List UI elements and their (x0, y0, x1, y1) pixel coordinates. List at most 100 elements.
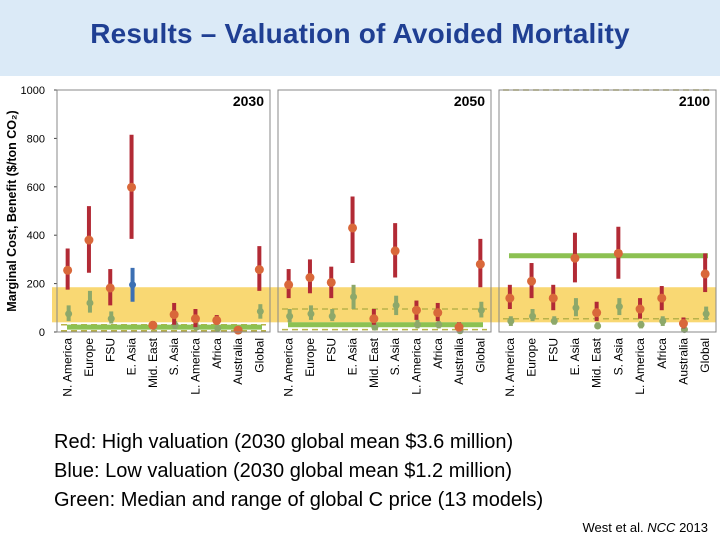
red-point (635, 304, 645, 314)
category-label: S. Asia (167, 338, 181, 376)
legend-caption: Red: High valuation (2030 global mean $3… (54, 428, 543, 515)
blue-point (435, 321, 443, 329)
red-point (348, 223, 358, 233)
red-point (284, 280, 294, 290)
red-point (475, 259, 485, 269)
red-point (613, 248, 623, 258)
category-label: Africa (655, 338, 669, 369)
category-label: Europe (303, 338, 317, 377)
red-point (411, 305, 421, 315)
caption-red: Red: High valuation (2030 global mean $3… (54, 431, 514, 453)
category-label: Global (698, 338, 712, 373)
red-point (233, 325, 243, 335)
category-label: Europe (525, 338, 539, 377)
category-label: L. America (633, 338, 647, 395)
blue-point (86, 299, 94, 307)
y-tick-label: 200 (27, 279, 45, 291)
category-label: Africa (431, 338, 445, 369)
red-point (254, 265, 264, 275)
category-label: Australia (452, 338, 466, 385)
category-label: S. Asia (611, 338, 625, 376)
panel-year-label: 2030 (233, 93, 264, 109)
category-label: FSU (324, 338, 338, 362)
red-point (212, 315, 222, 325)
citation-year: 2013 (675, 520, 708, 535)
panel-2030: 2030 N. America Europe FSU E. Asia Mid. East S… (56, 89, 271, 397)
category-label: FSU (103, 338, 117, 362)
citation-author: West et al. (582, 520, 648, 535)
blue-point (256, 307, 264, 315)
category-label: N. America (61, 338, 75, 397)
red-point (657, 293, 667, 303)
red-point (84, 235, 94, 245)
category-label: L. America (188, 338, 202, 395)
y-tick-label: 600 (27, 182, 45, 194)
citation: West et al. NCC 2013 (582, 520, 708, 535)
blue-point (637, 321, 645, 329)
category-label: E. Asia (568, 338, 582, 376)
category-label: N. America (282, 338, 296, 397)
category-label: Mid. East (590, 337, 604, 388)
panel-border (277, 89, 492, 333)
blue-point (286, 312, 294, 320)
red-point (592, 308, 602, 318)
red-point (700, 269, 710, 279)
citation-journal: NCC (647, 520, 676, 535)
blue-point (413, 321, 421, 329)
panel-border (56, 89, 271, 333)
red-point (169, 310, 179, 320)
red-point (570, 253, 580, 263)
category-label: L. America (409, 338, 423, 395)
blue-point (371, 323, 379, 331)
blue-point (350, 293, 358, 301)
category-label: Mid. East (367, 337, 381, 388)
category-label: S. Asia (388, 338, 402, 376)
blue-point (702, 310, 710, 318)
mortality-valuation-chart: Marginal Cost, Benefit ($/ton CO₂) 0 200 40… (5, 85, 717, 397)
blue-point (65, 310, 73, 318)
y-tick-label: 1000 (21, 85, 45, 97)
red-point (548, 293, 558, 303)
category-label: FSU (546, 338, 560, 362)
blue-point (529, 312, 537, 320)
y-axis-label: Marginal Cost, Benefit ($/ton CO₂) (5, 110, 19, 311)
panel-year-label: 2100 (679, 93, 710, 109)
red-point (148, 320, 158, 330)
category-label: Africa (210, 338, 224, 369)
panel-year-label: 2050 (454, 93, 485, 109)
blue-point (477, 306, 485, 314)
blue-point (507, 317, 515, 325)
slide-title: Results – Valuation of Avoided Mortality (90, 18, 630, 49)
red-point (63, 265, 73, 275)
red-point (433, 308, 443, 318)
category-label: E. Asia (125, 338, 139, 376)
title-banner: Results – Valuation of Avoided Mortality (0, 0, 720, 76)
caption-blue: Blue: Low valuation (2030 global mean $1… (54, 460, 513, 482)
blue-point (214, 324, 222, 332)
category-label: Mid. East (146, 337, 160, 388)
blue-point (594, 322, 602, 330)
panel-2050: 2050 N. America Europe FSU E. Asia Mid. East S… (277, 89, 492, 397)
blue-point (107, 315, 115, 323)
blue-point (550, 317, 558, 325)
blue-point (328, 312, 336, 320)
red-point (190, 314, 200, 324)
blue-point (615, 303, 623, 311)
blue-point (392, 301, 400, 309)
red-point (505, 293, 515, 303)
red-point (105, 283, 115, 293)
red-point (305, 273, 315, 283)
red-point (390, 246, 400, 256)
red-point (127, 182, 137, 192)
category-label: Europe (82, 338, 96, 377)
red-point (454, 322, 464, 332)
category-label: Australia (231, 338, 245, 385)
blue-point (572, 304, 580, 312)
category-label: E. Asia (346, 338, 360, 376)
panel-2100: 2100 N. America Europe FSU E. Asia Mid. East S… (498, 89, 717, 397)
valuation-band (52, 287, 716, 323)
red-point (326, 277, 336, 287)
y-tick-label: 0 (39, 327, 45, 339)
y-tick-label: 800 (27, 133, 45, 145)
red-point (527, 276, 537, 286)
